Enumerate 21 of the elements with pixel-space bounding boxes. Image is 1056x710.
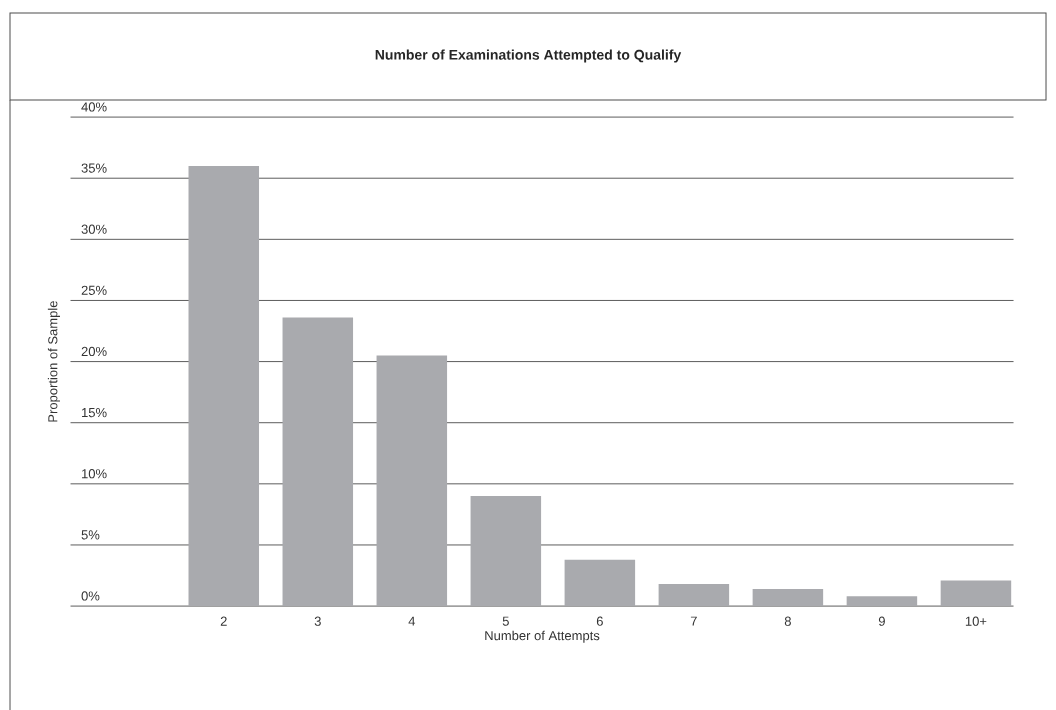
x-tick-label: 9 xyxy=(878,616,885,626)
y-tick-label: 40% xyxy=(81,102,107,112)
y-tick-label: 0% xyxy=(81,591,100,601)
x-axis-title: Number of Attempts xyxy=(485,630,600,643)
x-tick-label: 10+ xyxy=(965,616,987,626)
x-tick-label: 4 xyxy=(408,616,416,626)
x-tick-label: 5 xyxy=(502,616,509,626)
x-tick-label: 3 xyxy=(314,616,321,626)
y-tick-label: 20% xyxy=(81,346,107,357)
x-tick-label: 8 xyxy=(784,616,791,626)
chart-title: Number of Examinations Attempted to Qualify xyxy=(375,49,682,63)
x-tick-label: 2 xyxy=(220,616,227,626)
y-tick-label: 35% xyxy=(81,163,107,173)
y-axis-title: Proportion of Sample xyxy=(47,301,60,422)
y-tick-label: 30% xyxy=(81,224,107,234)
y-tick-label: 15% xyxy=(82,408,107,418)
y-tick-label: 5% xyxy=(81,530,100,540)
x-tick-label: 6 xyxy=(596,616,603,626)
x-tick-label: 7 xyxy=(690,616,697,626)
y-tick-label: 10% xyxy=(82,469,107,479)
y-tick-label: 25% xyxy=(81,285,107,295)
